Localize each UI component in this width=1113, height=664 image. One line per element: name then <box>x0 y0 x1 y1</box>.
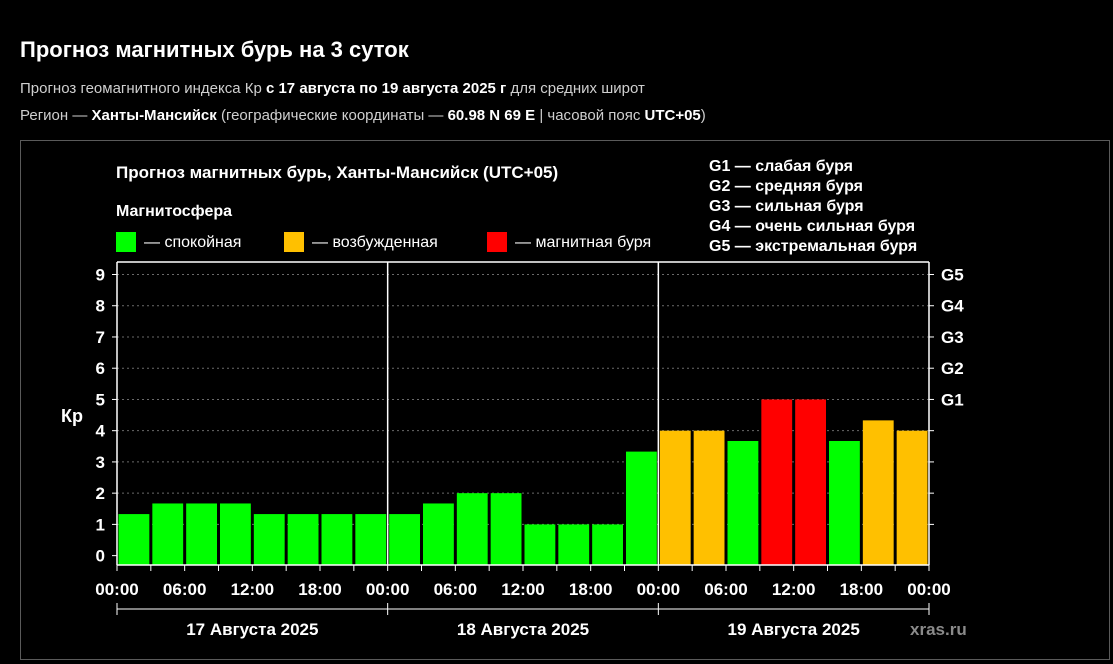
kp-bar <box>186 503 217 565</box>
y-tick-label: 9 <box>96 265 105 284</box>
x-tick-label: 00:00 <box>366 580 409 599</box>
region-info: Регион — Ханты-Мансийск (географические … <box>20 107 706 124</box>
y-tick-label: 1 <box>96 515 105 534</box>
x-tick-label: 00:00 <box>95 580 138 599</box>
kp-bar <box>220 503 251 565</box>
storm-level-legend: G1 — слабая буря G2 — средняя буря G3 — си… <box>709 158 917 255</box>
kp-bar <box>490 493 522 565</box>
page-title: Прогноз магнитных бурь на 3 суток <box>20 37 409 62</box>
kp-bar <box>558 524 590 565</box>
kp-bar <box>287 514 319 565</box>
y-tick-label: 6 <box>96 359 105 378</box>
x-tick-label: 00:00 <box>637 580 680 599</box>
g-legend-item: G4 — очень сильная буря <box>709 218 915 235</box>
kp-bar <box>862 420 894 565</box>
timezone-label: | часовой пояс <box>535 107 645 124</box>
kp-bar <box>355 514 387 565</box>
kp-bar <box>727 440 759 565</box>
kp-bar <box>693 430 725 565</box>
watermark: xras.ru <box>910 620 967 639</box>
kp-bar <box>829 440 860 565</box>
y-tick-label: 0 <box>96 547 105 566</box>
g-legend-item: G3 — сильная буря <box>709 198 864 215</box>
x-tick-label: 06:00 <box>434 580 477 599</box>
x-tick-label: 00:00 <box>907 580 950 599</box>
kp-chart: Прогноз магнитных бурь, Ханты-Мансийск (… <box>61 158 967 639</box>
x-tick-label: 12:00 <box>772 580 815 599</box>
x-tick-label: 12:00 <box>231 580 274 599</box>
color-legend: — спокойная — возбужденная — магнитная бур… <box>116 232 651 252</box>
grid-lines <box>117 262 929 565</box>
g-legend-item: G2 — средняя буря <box>709 178 863 195</box>
x-tick-label: 06:00 <box>704 580 747 599</box>
chart-frame: Прогноз магнитных бурь, Ханты-Мансийск (… <box>20 140 1110 660</box>
kp-bar <box>795 399 826 565</box>
g-legend-item: G5 — экстремальная буря <box>709 238 917 255</box>
y-tick-label: 2 <box>96 484 105 503</box>
x-tick-label: 18:00 <box>840 580 883 599</box>
g-tick-label: G4 <box>941 297 964 316</box>
forecast-description-text: Прогноз геомагнитного индекса Кр <box>20 80 266 97</box>
legend-swatch <box>487 232 507 252</box>
g-tick-label: G2 <box>941 359 964 378</box>
y-axis-label: Кр <box>61 406 83 426</box>
kp-bar <box>118 514 150 565</box>
legend-label: — возбужденная <box>312 234 438 251</box>
bars <box>118 399 928 565</box>
y-tick-label: 8 <box>96 297 105 316</box>
region-label: Регион — <box>20 107 92 124</box>
kp-bar <box>456 493 488 565</box>
region-name: Ханты-Мансийск <box>91 107 217 124</box>
x-tick-label: 12:00 <box>501 580 544 599</box>
timezone-value: UTC+05 <box>644 107 701 124</box>
legend-title: Магнитосфера <box>116 203 232 220</box>
x-tick-label: 06:00 <box>163 580 206 599</box>
day-label: 19 Августа 2025 <box>728 620 860 639</box>
forecast-latitude-note: для средних широт <box>506 80 645 97</box>
y-tick-label: 7 <box>96 328 105 347</box>
g-tick-label: G5 <box>941 265 964 284</box>
y-tick-label: 5 <box>96 390 105 409</box>
kp-bar <box>389 514 420 565</box>
day-label: 17 Августа 2025 <box>186 620 318 639</box>
kp-bar <box>896 430 928 565</box>
g-tick-label: G3 <box>941 328 964 347</box>
coordinates-value: 60.98 N 69 E <box>447 107 536 124</box>
kp-bar <box>253 514 285 565</box>
forecast-period: с 17 августа по 19 августа 2025 г <box>265 80 507 97</box>
chart-title: Прогноз магнитных бурь, Ханты-Мансийск (… <box>116 163 558 182</box>
g-tick-label: G1 <box>941 390 964 409</box>
legend-swatch <box>116 232 136 252</box>
y-tick-label: 4 <box>96 422 106 441</box>
y-tick-label: 3 <box>96 453 105 472</box>
kp-bar <box>321 514 353 565</box>
legend-label: — спокойная <box>144 234 241 251</box>
forecast-description: Прогноз геомагнитного индекса Кр с 17 ав… <box>20 80 645 97</box>
legend-swatch <box>284 232 304 252</box>
kp-bar <box>152 503 184 565</box>
x-tick-label: 18:00 <box>298 580 341 599</box>
region-info-close: ) <box>700 107 706 124</box>
axes: 0 1 2 3 4 5 6 7 8 9 G5 G4 G3 G2 G1 00:00 06:00 12:00 18:00… <box>95 261 964 639</box>
kp-bar <box>423 503 454 565</box>
kp-bar <box>761 399 793 565</box>
kp-bar <box>524 524 556 565</box>
kp-bar <box>592 524 623 565</box>
kp-bar <box>626 451 657 565</box>
x-tick-label: 18:00 <box>569 580 612 599</box>
kp-bar <box>659 430 691 565</box>
day-label: 18 Августа 2025 <box>457 620 589 639</box>
coordinates-label: (географические координаты — <box>216 107 448 124</box>
g-legend-item: G1 — слабая буря <box>709 158 853 175</box>
legend-label: — магнитная буря <box>515 234 651 251</box>
